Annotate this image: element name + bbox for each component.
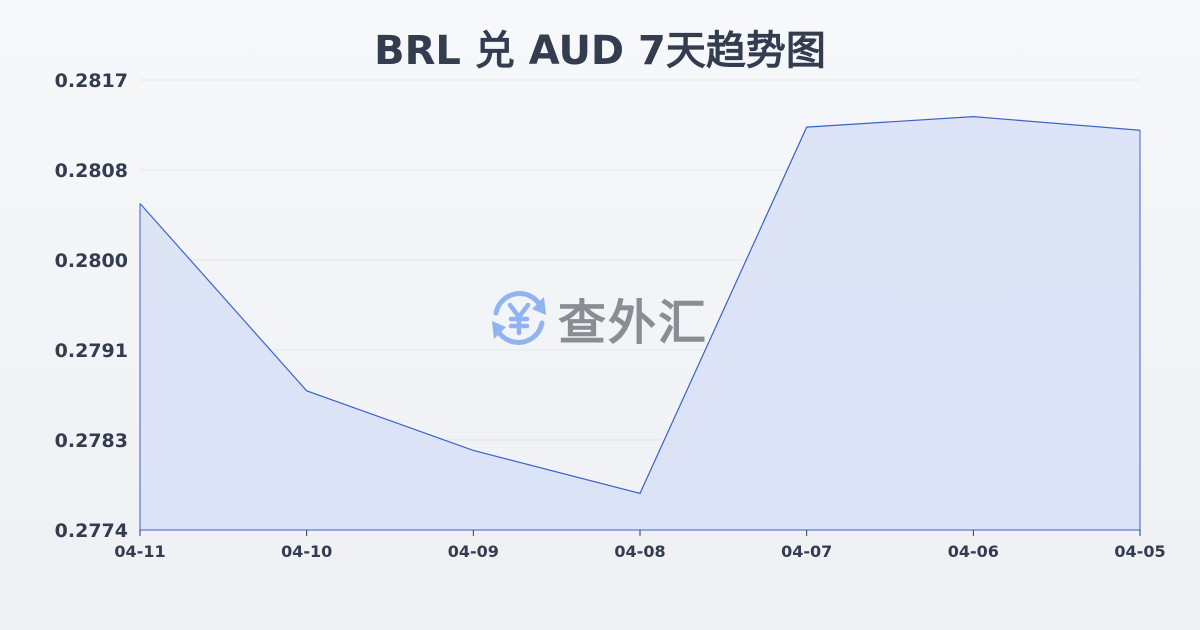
x-tick-label: 04-11	[114, 542, 165, 561]
x-tick-label: 04-10	[281, 542, 332, 561]
watermark: 查外汇	[488, 283, 708, 353]
x-tick-label: 04-09	[448, 542, 499, 561]
y-tick-label: 0.2783	[55, 430, 128, 452]
y-tick-label: 0.2791	[55, 340, 128, 362]
y-tick-label: 0.2774	[55, 520, 128, 542]
area-fill	[140, 116, 1140, 531]
x-tick-label: 04-06	[948, 542, 999, 561]
chart-title: BRL 兑 AUD 7天趋势图	[374, 28, 826, 74]
y-tick-label: 0.2808	[55, 160, 128, 182]
y-tick-label: 0.2800	[55, 250, 128, 272]
yen-exchange-icon	[492, 291, 546, 345]
y-tick-label: 0.2817	[55, 70, 128, 92]
watermark-text: 查外汇	[558, 295, 709, 351]
x-tick-label: 04-05	[1114, 542, 1165, 561]
x-tick-label: 04-08	[614, 542, 665, 561]
x-tick-label: 04-07	[781, 542, 832, 561]
